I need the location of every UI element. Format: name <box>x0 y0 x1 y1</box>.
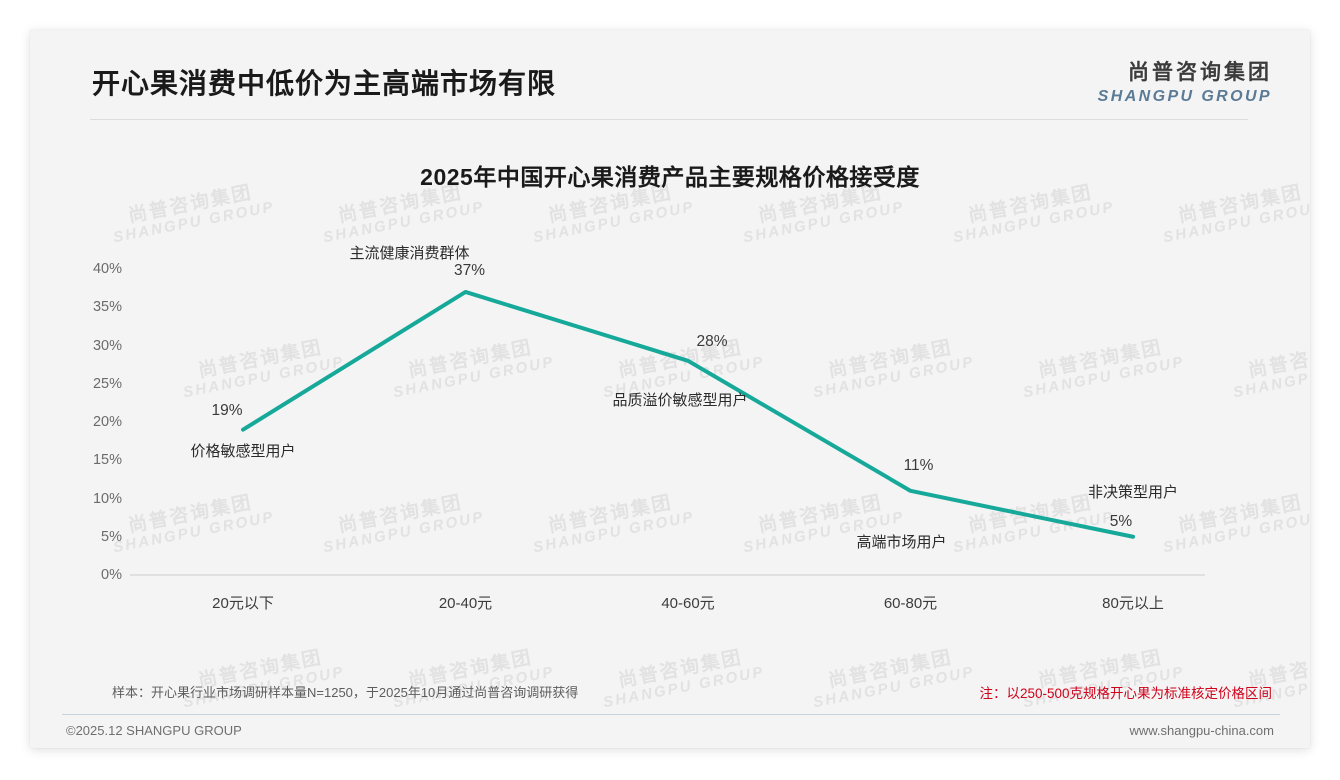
brand-logo: 尚普咨询集团 SHANGPU GROUP <box>1098 56 1272 106</box>
x-axis-tick-label: 20-40元 <box>438 595 493 612</box>
data-point-annotation: 非决策型用户 <box>1087 483 1179 501</box>
y-axis-tick-label: 40% <box>92 261 122 277</box>
data-value-label: 5% <box>1109 512 1133 530</box>
chart-title: 2025年中国开心果消费产品主要规格价格接受度 <box>420 164 920 190</box>
data-point-annotation: 价格敏感型用户 <box>190 442 296 460</box>
y-axis-ticks: 40% 35% 30% 25% 20% 15% 10% 5% 0% <box>30 30 1310 748</box>
header-divider <box>90 119 1248 120</box>
x-axis-tick-label: 20元以下 <box>212 595 274 612</box>
slide-canvas: 尚普咨询集团 SHANGPU GROUP 尚普咨询集团 SHANGPU GROUP 尚普… <box>30 30 1310 748</box>
y-axis-tick-label: 0% <box>101 567 122 583</box>
y-axis-tick-label: 35% <box>92 299 122 316</box>
y-axis-tick-label: 20% <box>92 414 122 430</box>
red-note: 注：以250-500克规格开心果为标准核定价格区间 <box>979 686 1272 701</box>
y-axis-tick-label: 5% <box>101 528 122 545</box>
slide-header: 开心果消费中低价为主高端市场有限 尚普咨询集团 SHANGPU GROUP <box>30 30 1310 120</box>
footer-divider <box>62 714 1280 715</box>
data-value-label: 37% <box>453 261 486 279</box>
x-axis-tick-label: 80元以上 <box>1102 595 1164 612</box>
logo-english-name: SHANGPU GROUP <box>1097 88 1272 105</box>
line-chart-plot <box>130 289 1205 576</box>
data-point-annotation: 高端市场用户 <box>856 533 947 551</box>
x-axis-tick-label: 40-60元 <box>661 595 715 612</box>
x-axis-ticks: 20元以下 20-40元 40-60元 60-80元 80元以上 <box>30 30 1310 748</box>
data-point-annotation: 品质溢价敏感型用户 <box>612 391 748 409</box>
data-value-label: 11% <box>903 456 934 474</box>
y-axis-tick-label: 10% <box>92 490 122 507</box>
sample-note: 样本：开心果行业市场调研样本量N=1250，于2025年10月通过尚普咨询调研获… <box>112 685 579 700</box>
x-axis-tick-label: 60-80元 <box>883 595 938 612</box>
data-value-label: 28% <box>696 332 728 350</box>
y-axis-tick-label: 25% <box>92 375 122 392</box>
data-value-label: 19% <box>211 401 243 419</box>
y-axis-tick-label: 15% <box>92 452 122 469</box>
data-point-annotation: 主流健康消费群体 <box>349 244 470 262</box>
logo-chinese-name: 尚普咨询集团 <box>1128 61 1272 84</box>
series-line-main <box>241 289 1135 539</box>
page-title: 开心果消费中低价为主高端市场有限 <box>92 68 557 99</box>
y-axis-tick-label: 30% <box>92 337 122 354</box>
footer-copyright: ©2025.12 SHANGPU GROUP <box>66 723 242 738</box>
footer-website[interactable]: www.shangpu-china.com <box>1129 723 1274 738</box>
